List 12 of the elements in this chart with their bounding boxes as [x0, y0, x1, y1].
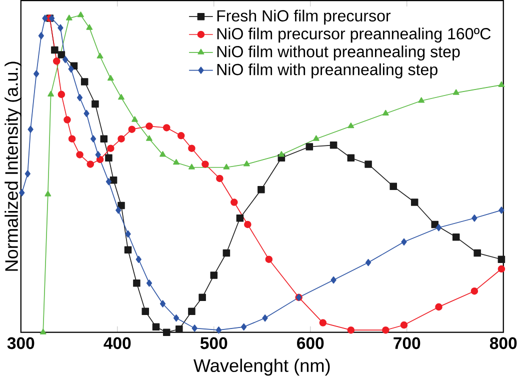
legend-label: Fresh NiO film precursor [217, 10, 391, 25]
x-tick-label: 400 [104, 337, 131, 349]
x-tick-label: 700 [394, 337, 420, 349]
legend-label: NiO film precursor preannealing 160ºC [217, 28, 491, 42]
x-axis-title: Wavelenght (nm) [194, 358, 330, 376]
x-tick-label: 500 [200, 337, 228, 349]
x-tick-label: 800 [490, 337, 517, 349]
x-tick-label: 600 [297, 337, 324, 349]
y-axis-title: Normalized Intensity (a.u.) [4, 62, 22, 271]
legend-label: NiO film without preannealing step [217, 45, 460, 60]
x-tick-label: 300 [7, 337, 34, 350]
legend-label: NiO film with preannealing step [217, 63, 438, 78]
